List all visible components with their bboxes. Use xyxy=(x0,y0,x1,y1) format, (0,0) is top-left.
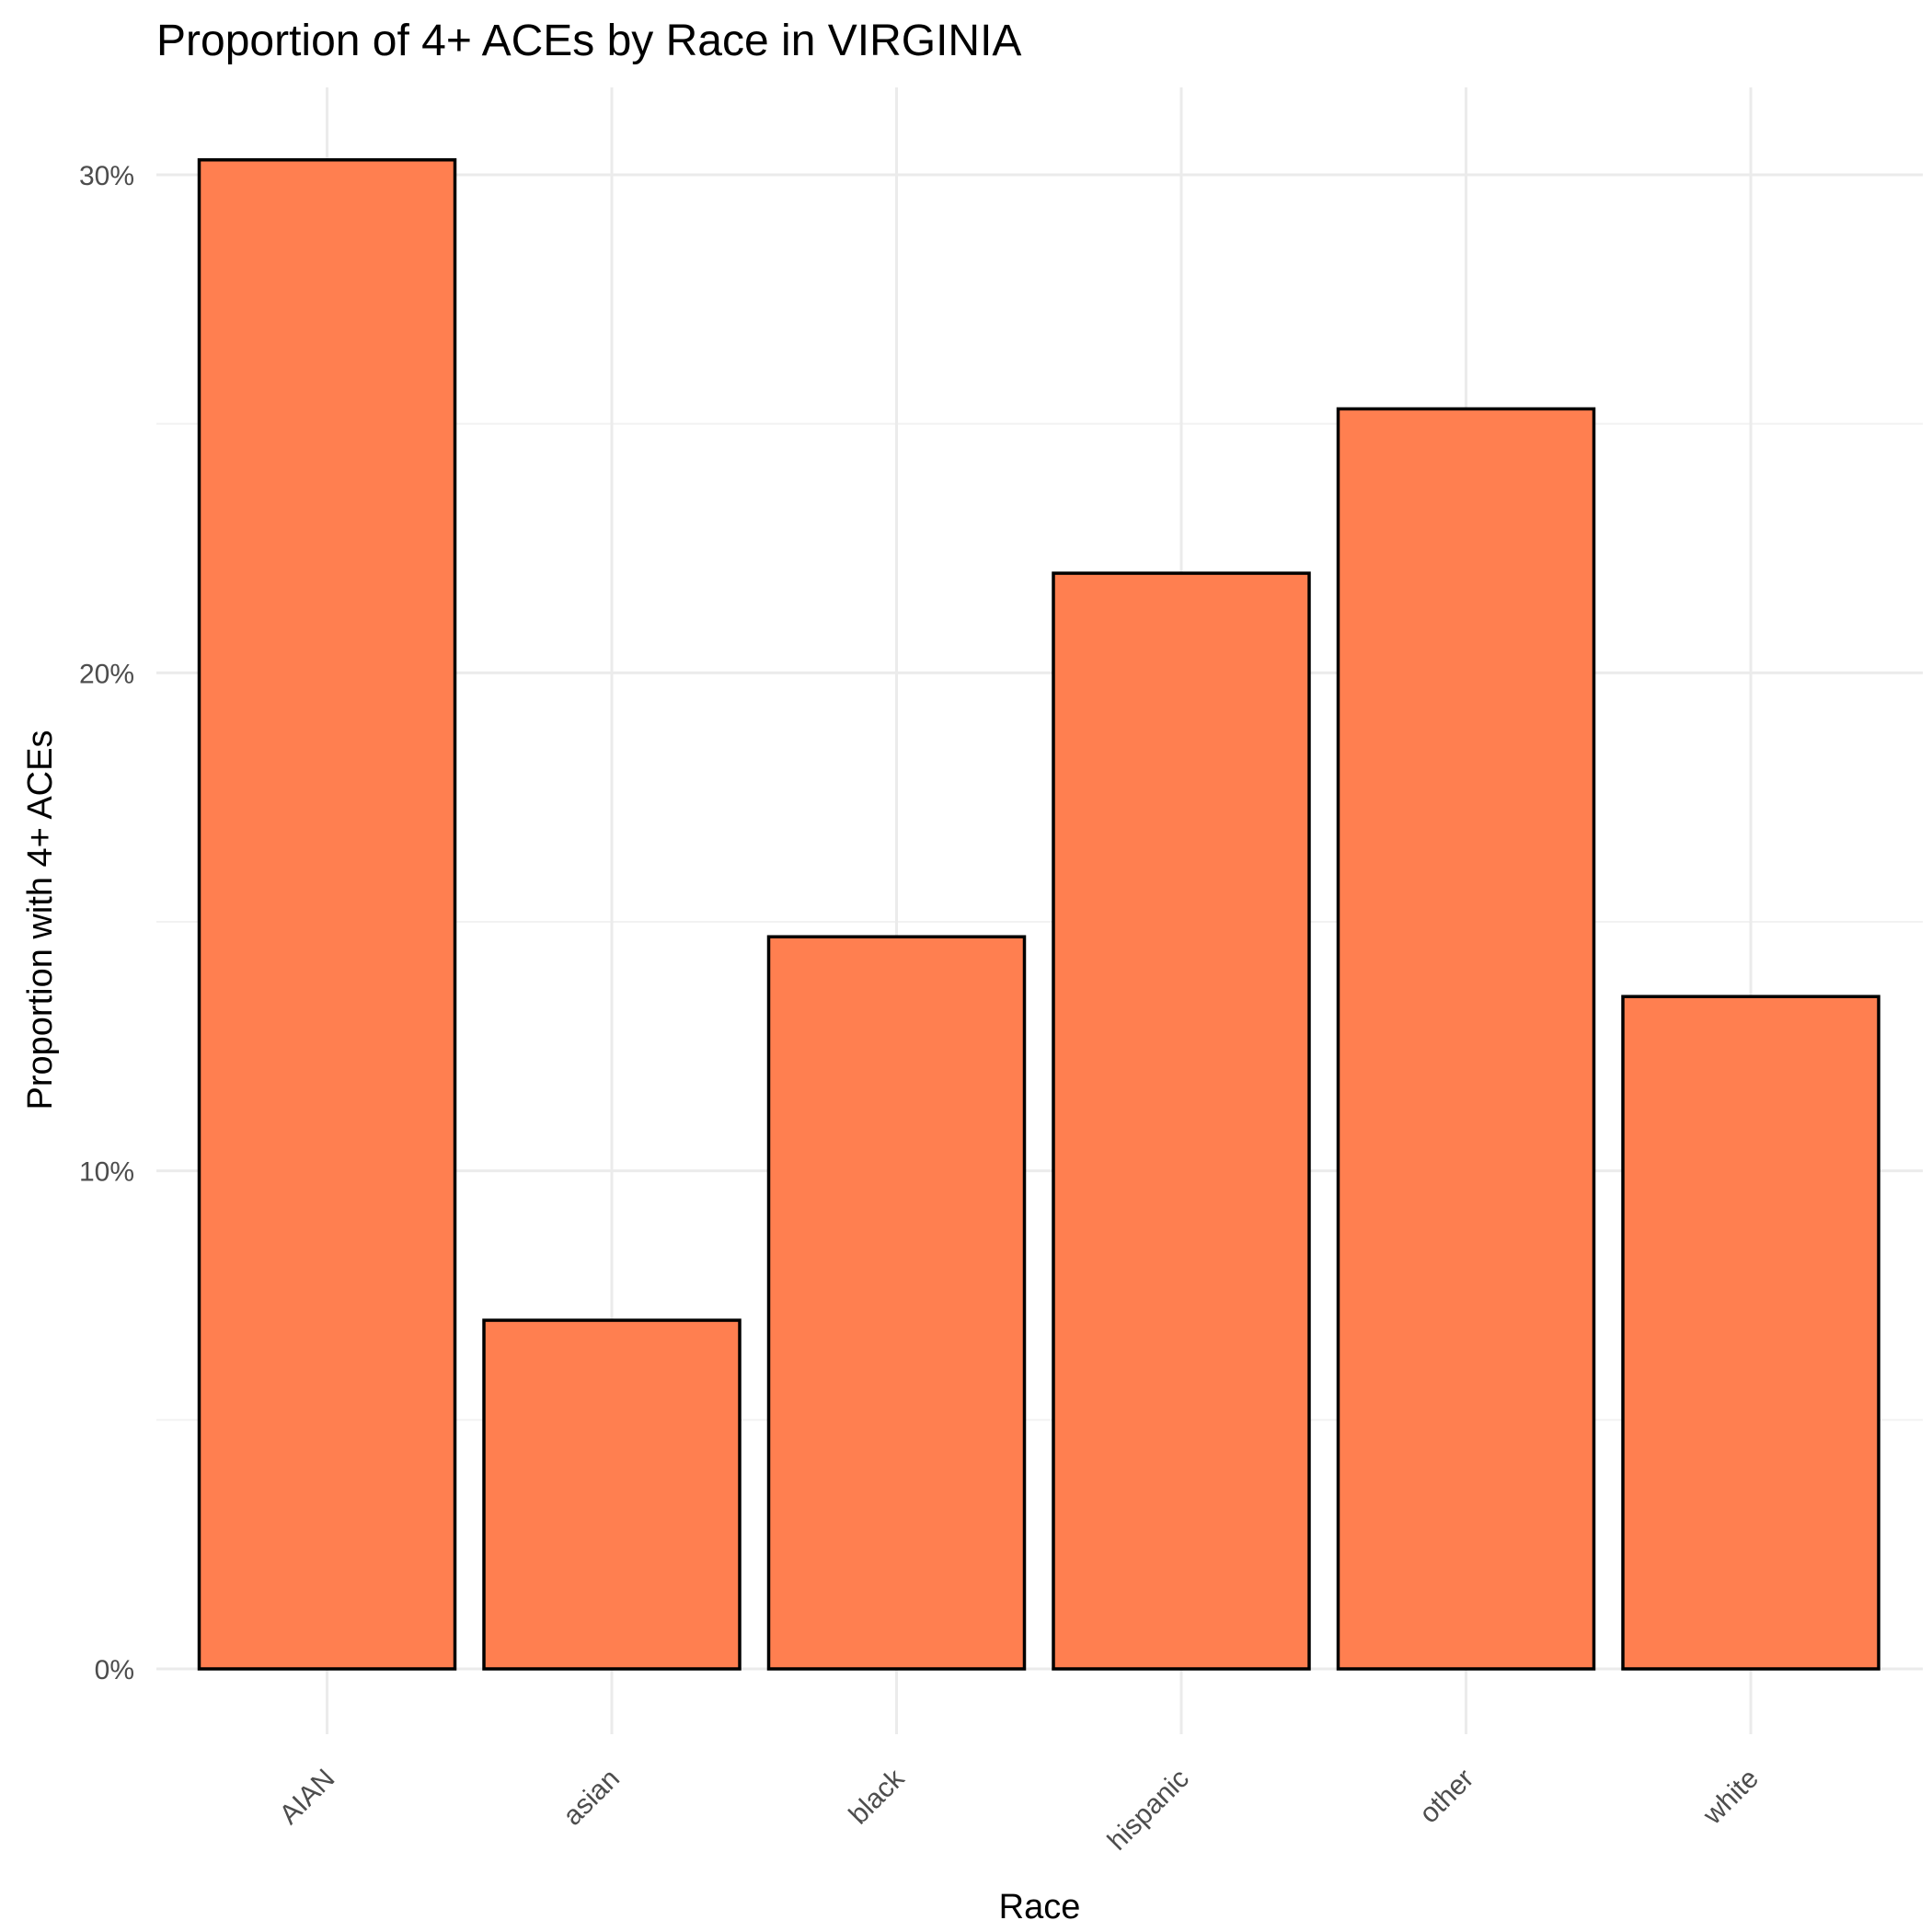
x-tick-label: black xyxy=(844,1763,912,1831)
y-tick-label: 20% xyxy=(79,659,134,689)
bar-black xyxy=(766,935,1027,1671)
bar-aian xyxy=(197,158,457,1671)
bar-other xyxy=(1336,407,1596,1671)
bars xyxy=(197,158,1880,1671)
x-tick-label: white xyxy=(1696,1764,1765,1832)
y-axis-title: Proportion with 4+ ACEs xyxy=(21,730,60,1110)
x-tick-label: hispanic xyxy=(1102,1764,1195,1857)
bar-hispanic xyxy=(1052,571,1311,1671)
x-axis-tick-labels: AIAN asian black hispanic other white xyxy=(274,1763,1765,1857)
y-tick-label: 10% xyxy=(79,1157,134,1188)
x-tick-label: other xyxy=(1414,1764,1480,1830)
x-axis-title: Race xyxy=(999,1888,1081,1926)
x-tick-label: AIAN xyxy=(274,1764,341,1831)
x-tick-label: asian xyxy=(558,1764,626,1832)
chart-title: Proportion of 4+ ACEs by Race in VIRGINI… xyxy=(156,17,1021,65)
y-tick-label: 0% xyxy=(95,1655,134,1685)
bar-asian xyxy=(482,1318,742,1671)
bar-white xyxy=(1621,995,1880,1671)
y-tick-label: 30% xyxy=(79,161,134,191)
y-axis-tick-labels: 0% 10% 20% 30% xyxy=(79,161,134,1685)
